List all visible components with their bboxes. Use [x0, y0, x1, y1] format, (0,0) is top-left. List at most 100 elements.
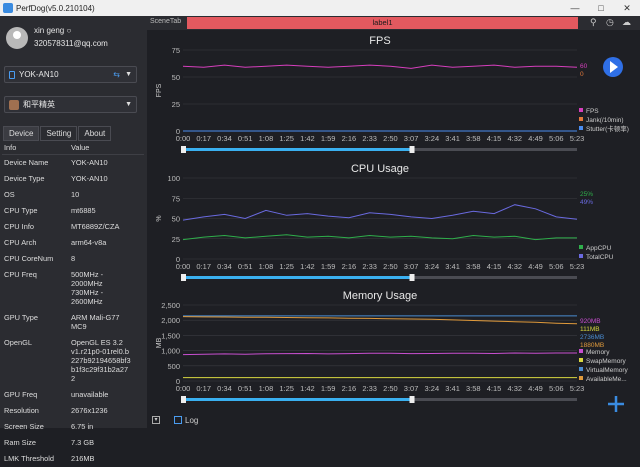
x-tick-label: 5:06 — [549, 134, 564, 143]
row-value: mt6885 — [71, 206, 96, 215]
tab-setting[interactable]: Setting — [40, 126, 78, 141]
y-axis-label: MB — [156, 337, 163, 348]
play-icon — [610, 61, 618, 73]
range-handle-end[interactable] — [409, 146, 415, 153]
x-tick-label: 0:34 — [217, 384, 232, 393]
row-value: 2676x1236 — [71, 406, 108, 415]
series-line-3 — [182, 316, 578, 325]
x-tick-label: 4:15 — [487, 134, 502, 143]
table-row: OS 10 — [2, 187, 144, 203]
device-name: YOK-AN10 — [19, 70, 59, 79]
scene-label[interactable]: label1 — [187, 17, 578, 29]
x-tick-label: 0:34 — [217, 262, 232, 271]
x-tick-label: 2:16 — [342, 134, 357, 143]
row-label: CPU Freq — [4, 270, 37, 279]
range-handle-end[interactable] — [409, 274, 415, 281]
legend-value: 2736MB — [580, 334, 604, 341]
x-tick-label: 4:49 — [528, 384, 543, 393]
tab-about[interactable]: About — [78, 126, 112, 141]
row-value: 216MB — [71, 454, 95, 463]
table-row: CPU CoreNum 8 — [2, 251, 144, 267]
y-tick-label: 2,000 — [161, 316, 180, 325]
app-select[interactable]: 和平精英 ▼ — [4, 96, 137, 113]
row-label: Resolution — [4, 406, 39, 415]
y-tick-label: 1,000 — [161, 347, 180, 356]
row-value: 10 — [71, 190, 80, 199]
row-label: CPU CoreNum — [4, 254, 54, 263]
x-tick-label: 0:51 — [238, 134, 253, 143]
range-handle-start[interactable] — [181, 146, 186, 153]
x-tick-label: 1:42 — [300, 134, 315, 143]
x-tick-label: 5:06 — [549, 384, 564, 393]
x-tick-label: 0:17 — [196, 262, 211, 271]
x-tick-label: 0:34 — [217, 134, 232, 143]
charts-area: FPSFPS7550250600FPSJank(/10min)Stutter(卡… — [156, 35, 629, 412]
legend-label: Stutter(卡顿率) — [586, 124, 629, 133]
scene-bar: SceneTab label1 ⚲ ◷ ☁ — [147, 16, 640, 30]
legend-swatch — [579, 126, 583, 130]
cloud-icon[interactable]: ☁ — [622, 17, 631, 27]
x-tick-label: 4:15 — [487, 384, 502, 393]
row-value: 7.3 GB — [71, 438, 95, 447]
table-row: GPU Freq unavailable — [2, 387, 144, 403]
legend-swatch — [579, 108, 583, 112]
x-tick-label: 3:41 — [445, 134, 460, 143]
x-tick-label: 1:08 — [259, 384, 274, 393]
y-tick-label: 100 — [167, 174, 180, 183]
x-tick-label: 2:16 — [342, 384, 357, 393]
legend-label: VirtualMemory — [586, 367, 629, 374]
x-tick-label: 3:41 — [445, 384, 460, 393]
location-icon[interactable]: ⚲ — [590, 17, 597, 27]
series-line-0 — [182, 234, 577, 241]
y-tick-label: 25 — [172, 235, 180, 244]
log-checkbox[interactable] — [174, 416, 182, 424]
minimize-icon[interactable]: — — [570, 3, 580, 13]
x-tick-label: 3:07 — [404, 262, 419, 271]
avatar[interactable] — [6, 27, 28, 49]
table-row: CPU Freq 500MHz - 2000MHz 730MHz - 2600MH… — [2, 267, 144, 310]
header-value: Value — [71, 143, 90, 152]
y-tick-label: 1,500 — [161, 331, 180, 340]
range-handle-start[interactable] — [181, 396, 186, 403]
add-icon[interactable] — [608, 396, 624, 412]
table-row: GPU Type ARM Mali-G77 MC9 — [2, 310, 144, 335]
expand-icon[interactable]: ▾ — [152, 416, 160, 424]
x-tick-label: 4:15 — [487, 262, 502, 271]
legend-swatch — [579, 254, 583, 258]
x-tick-label: 1:59 — [321, 262, 336, 271]
x-tick-label: 2:33 — [362, 262, 377, 271]
x-tick-label: 3:24 — [425, 134, 440, 143]
y-tick-label: 0 — [176, 127, 180, 136]
y-tick-label: 50 — [172, 73, 180, 82]
legend-value: 1880MB — [580, 342, 604, 349]
device-select[interactable]: YOK-AN10 ⇆ ▼ — [4, 66, 137, 83]
x-tick-label: 4:32 — [507, 134, 522, 143]
user-name: xin geng ○ — [34, 26, 72, 35]
close-icon[interactable]: ✕ — [623, 3, 631, 13]
window-title: PerfDog(v5.0.210104) — [16, 3, 95, 13]
range-handle-start[interactable] — [181, 274, 186, 281]
chart-1: CPU Usage% 100 75 50 25 0 25%49% AppCPU TotalCPU… — [156, 163, 614, 281]
x-tick-label: 5:23 — [570, 134, 585, 143]
chevron-down-icon: ▼ — [125, 101, 132, 108]
range-handle-end[interactable] — [409, 396, 415, 403]
row-value: 500MHz - 2000MHz 730MHz - 2600MHz — [71, 270, 104, 306]
scene-tab[interactable]: SceneTab — [150, 18, 182, 25]
table-header: Info Value — [2, 141, 144, 155]
row-label: Ram Size — [4, 438, 37, 447]
maximize-icon[interactable]: □ — [598, 3, 604, 13]
chevron-down-icon: ▼ — [125, 71, 132, 78]
log-label: Log — [185, 415, 199, 425]
tab-device[interactable]: Device — [3, 126, 40, 141]
x-tick-label: 4:32 — [507, 384, 522, 393]
x-tick-label: 2:33 — [362, 384, 377, 393]
x-tick-label: 3:24 — [425, 384, 440, 393]
table-row: CPU Type mt6885 — [2, 203, 144, 219]
usb-link-icon: ⇆ — [113, 70, 120, 79]
x-tick-label: 0:00 — [176, 384, 191, 393]
main-panel: SceneTab label1 ⚲ ◷ ☁ FPS FPS 75 50 25 0 60 0 FP… — [147, 16, 640, 428]
y-tick-label: 500 — [167, 362, 180, 371]
y-tick-label: 0 — [176, 255, 180, 264]
row-value: 6.75 in — [71, 422, 94, 431]
clock-icon[interactable]: ◷ — [606, 17, 614, 27]
